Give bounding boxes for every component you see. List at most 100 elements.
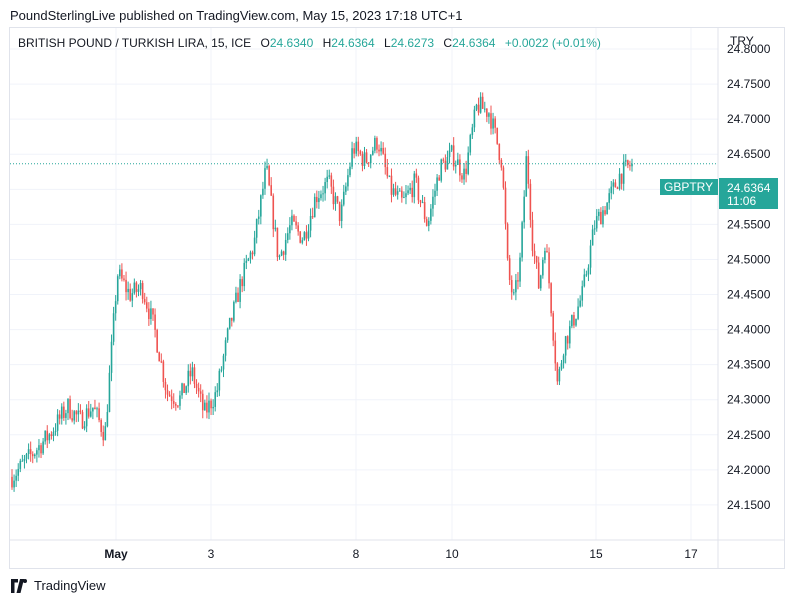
candle-body [17,468,20,476]
candle-body [448,150,451,157]
candle-body [595,216,598,229]
candle-body [494,118,496,128]
candle-body [106,411,109,427]
candle-body [150,308,152,320]
candle-body [469,135,472,153]
candle-body [442,159,445,161]
candle-body [459,159,461,176]
candle-body [11,476,13,488]
candle-body [413,173,416,198]
low-label: L [384,36,391,50]
candle-body [71,418,73,421]
candle-body [342,191,345,205]
candle-body [102,431,105,441]
candle-body [112,313,115,342]
tradingview-footer[interactable]: TradingView [10,578,106,593]
candle-body [313,196,316,218]
candle-body [562,355,565,364]
candle-body [125,279,127,293]
y-tick-label: 24.5000 [727,252,771,266]
candle-body [218,370,221,391]
candle-body [185,386,187,393]
candle-body [363,152,366,166]
candle-body [81,411,84,429]
candle-body [214,392,217,407]
candle-body [69,399,71,419]
candle-body [94,407,96,410]
price-tag: GBPTRY 24.6364 11:06 [660,178,778,209]
candle-body [257,216,260,219]
candle-body [129,288,131,301]
open-value: 24.6340 [269,36,314,50]
candle-body [618,173,621,189]
candle-body [566,336,569,344]
candle-body [230,317,233,321]
candle-body [417,177,420,201]
candle-body [581,286,584,301]
candle-body [286,233,289,241]
candle-body [241,279,243,287]
x-tick-label: May [104,547,128,561]
price-axis: 24.800024.750024.700024.650024.600024.55… [727,42,771,512]
candle-body [334,196,337,205]
candle-body [210,400,212,409]
candle-body [100,420,102,432]
candle-body [301,240,304,243]
candle-body [604,210,606,215]
candle-body [201,393,204,411]
candle-body [123,278,125,280]
candle-body [131,293,134,301]
candle-body [299,231,302,243]
candle-body [631,163,633,167]
candle-body [206,402,208,413]
candle-body [475,104,478,110]
candle-body [166,390,169,395]
candle-body [162,361,165,382]
candle-body [589,245,592,268]
candle-body [345,186,347,192]
candle-body [535,256,538,263]
candle-body [446,156,449,170]
last-price-label: 24.6364 [727,181,771,195]
candle-body [577,306,579,319]
candle-body [614,182,617,188]
candle-body [349,166,351,176]
candles [11,92,633,492]
candle-body [318,198,320,203]
candle-body [15,475,17,481]
candle-body [554,340,557,364]
candle-body [160,361,163,363]
candle-body [233,301,235,321]
candle-body [204,402,206,411]
candle-body [608,193,610,203]
candle-body [191,367,194,377]
candle-body [359,151,362,155]
candle-body [508,258,511,281]
candle-body [40,445,42,454]
candle-body [457,159,459,165]
candle-body [127,288,129,293]
candle-body [274,227,277,230]
candle-body [280,251,283,256]
candle-body [353,148,355,154]
candle-body [79,410,82,412]
candle-body [36,450,38,455]
candle-body [552,313,555,341]
candle-body [529,183,532,220]
candle-body [496,127,499,144]
candle-body [483,108,486,110]
symbol-name: BRITISH POUND / TURKISH LIRA, 15, ICE [18,36,252,50]
high-value: 24.6364 [331,36,375,50]
candle-body [58,414,61,419]
candle-body [392,188,395,195]
candle-body [411,187,414,198]
candle-body [67,399,69,414]
candle-body [423,202,426,220]
candle-body [330,175,333,187]
candle-body [119,269,121,277]
candle-body [212,406,214,409]
candle-body [558,369,561,382]
candle-body [77,410,80,415]
candle-body [556,363,559,382]
